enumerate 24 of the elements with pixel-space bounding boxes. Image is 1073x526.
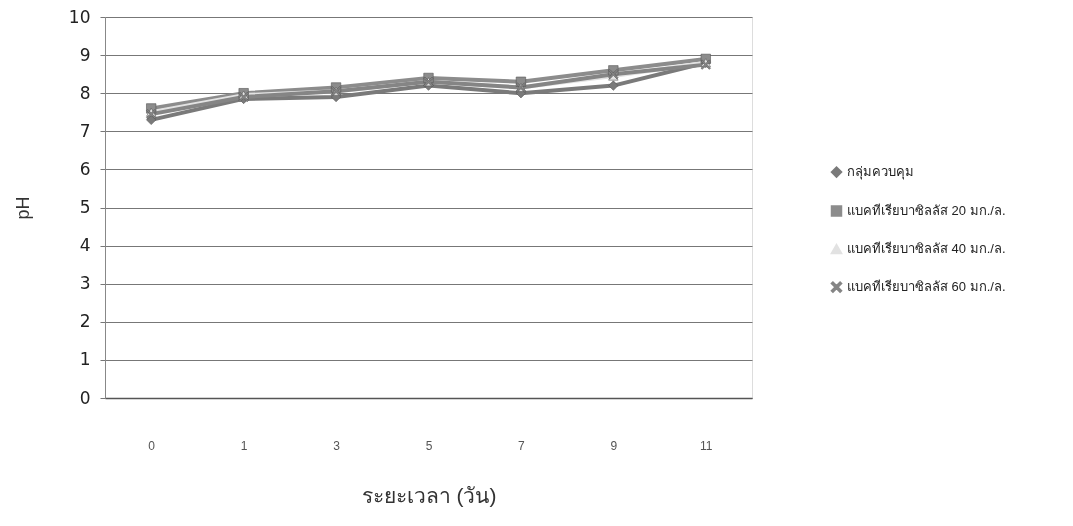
y-axis-title: pH — [12, 196, 33, 220]
y-tick-label: 2 — [79, 311, 91, 332]
y-tick-label: 0 — [79, 387, 91, 408]
y-tick-label: 10 — [68, 6, 91, 27]
y-tick-label: 9 — [79, 44, 91, 65]
x-tick-label: 9 — [610, 438, 618, 453]
x-axis-title: ระยะเวลา (วัน) — [361, 483, 497, 507]
x-tick-label: 5 — [425, 438, 433, 453]
legend-label: แบคทีเรียบาซิลลัส 20 มก./ล. — [847, 203, 1006, 219]
y-tick-label: 7 — [79, 120, 91, 141]
legend-label: กลุ่มควบคุม — [847, 164, 914, 181]
x-tick-label: 1 — [240, 438, 248, 453]
legend-label: แบคทีเรียบาซิลลัส 40 มก./ล. — [847, 241, 1006, 257]
y-tick-label: 4 — [79, 235, 91, 256]
y-tick-label: 1 — [79, 349, 91, 370]
y-tick-label: 3 — [79, 273, 91, 294]
y-tick-label: 6 — [79, 158, 91, 179]
x-tick-label: 11 — [700, 438, 713, 453]
y-tick-label: 8 — [79, 82, 91, 103]
x-tick-label: 3 — [333, 438, 341, 453]
x-tick-label: 7 — [518, 438, 526, 453]
x-tick-label: 0 — [148, 438, 156, 453]
legend-label: แบคทีเรียบาซิลลัส 60 มก./ล. — [847, 279, 1006, 295]
y-tick-label: 5 — [79, 197, 91, 217]
